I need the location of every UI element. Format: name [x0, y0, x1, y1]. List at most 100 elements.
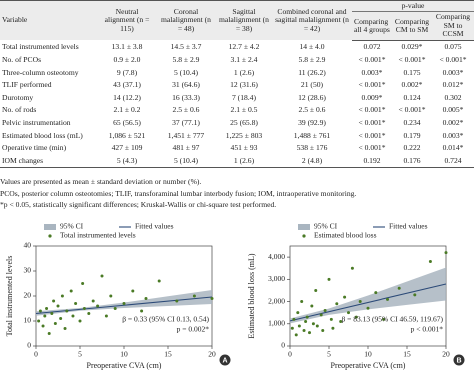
- table-cell: 2.5 ± 0.6: [172, 105, 200, 115]
- data-point: [87, 312, 91, 315]
- y-tick-label: 0: [27, 341, 31, 350]
- data-point: [52, 299, 56, 303]
- data-point: [109, 294, 113, 298]
- table-cell: 7 (18.4): [231, 92, 257, 102]
- table-cell: 0.175: [403, 67, 421, 77]
- row-label: No. of PCOs: [2, 55, 42, 65]
- data-point: [144, 297, 148, 300]
- table-row: TLIF performed 43 (37.1) 31 (64.6) 12 (31.6…: [0, 78, 474, 91]
- table-cell: 0.012*: [442, 80, 464, 90]
- table-cell: < 0.001*: [358, 55, 386, 65]
- y-tick-label: 4,000: [268, 252, 285, 261]
- row-label: IOM changes: [0, 153, 98, 168]
- y-tick-label: 20: [24, 291, 32, 300]
- legend-swatch: [48, 234, 52, 238]
- legend-label: Fitted values: [389, 222, 428, 231]
- data-point: [104, 314, 108, 318]
- table-cell: < 0.001*: [358, 143, 386, 153]
- table-cell: 3.1 ± 2.4: [230, 55, 258, 65]
- table-cell: 65 (56.5): [113, 117, 141, 127]
- note: PCOs, posterior column osteotomies; TLIF…: [0, 188, 357, 198]
- column-header: Coronal malalignment (n = 48): [156, 0, 216, 41]
- legend-swatch: [302, 234, 306, 238]
- y-tick-label: 10: [24, 316, 32, 325]
- table-cell: 2.1 ± 0.2: [113, 105, 141, 115]
- column-header: Variable: [0, 0, 98, 41]
- table-cell: 451 ± 93: [230, 143, 258, 153]
- data-point: [56, 304, 60, 308]
- table-cell: 2.1 ± 0.5: [230, 105, 258, 115]
- note: *p < 0.05, statistically significant dif…: [0, 200, 277, 209]
- data-point: [335, 302, 339, 306]
- data-point: [300, 300, 304, 304]
- data-point: [304, 320, 308, 324]
- table-cell: 5.8 ± 2.9: [172, 55, 200, 65]
- y-axis-label: Total instrumented levels: [5, 256, 14, 337]
- data-point: [113, 307, 117, 310]
- table-cell: 0.029*: [401, 42, 423, 52]
- data-point: [96, 304, 100, 308]
- table-cell: 0.075: [444, 42, 462, 52]
- table-cell: 538 ± 176: [296, 143, 328, 153]
- table-cell: < 0.001*: [398, 55, 426, 65]
- table-cell: 0.003*: [442, 67, 464, 77]
- data-point: [354, 315, 358, 319]
- data-point: [74, 302, 78, 305]
- data-point: [331, 326, 335, 330]
- table-row: Estimated blood loss (mL) 1,086 ± 521 1,45…: [0, 129, 474, 142]
- data-point: [71, 314, 75, 318]
- data-point: [314, 288, 318, 292]
- x-tick-label: 0: [34, 350, 38, 359]
- data-point: [310, 304, 314, 308]
- table-cell: 1,086 ± 521: [108, 130, 146, 140]
- data-point: [122, 302, 126, 305]
- table-cell: 12 (31.6): [230, 80, 258, 90]
- table-cell: 9 (7.8): [116, 67, 138, 77]
- data-point: [311, 322, 315, 326]
- data-point: [323, 308, 327, 312]
- table-cell: 0.176: [392, 153, 432, 168]
- x-tick-label: 0: [288, 350, 292, 359]
- data-point: [100, 274, 104, 278]
- x-tick-label: 20: [442, 350, 450, 359]
- data-point: [210, 297, 214, 300]
- table-cell: 2.5 ± 0.6: [298, 105, 326, 115]
- table-cell: 39 (92.9): [298, 117, 326, 127]
- table-cell: 481 ± 97: [172, 143, 200, 153]
- table-row: Pelvic instrumentation 65 (56.5) 37 (77.1)…: [0, 116, 474, 129]
- data-point: [413, 293, 417, 297]
- table-cell: 0.003*: [361, 67, 383, 77]
- table-cell: 5 (10.4): [173, 67, 199, 77]
- table-cell: 0.014*: [442, 143, 464, 153]
- table-cell: 43 (37.1): [113, 80, 141, 90]
- table-cell: 0.179: [403, 130, 421, 140]
- y-tick-label: 30: [24, 266, 32, 275]
- table-cell: 16 (33.3): [172, 92, 200, 102]
- annotation: β = 0.33 (95% CI 0.13, 0.54): [122, 315, 209, 324]
- table-cell: 0.9 ± 2.0: [113, 55, 141, 65]
- row-label: Total instrumented levels: [2, 42, 79, 52]
- row-label: Pelvic instrumentation: [2, 117, 71, 127]
- table-cell: 2 (4.8): [272, 153, 352, 168]
- table-row: IOM changes 5 (4.3) 5 (10.4) 1 (2.6) 2 (4.8)…: [0, 153, 474, 168]
- table-row: Total instrumented levels 13.1 ± 3.8 14.5 …: [0, 40, 474, 53]
- table-cell: < 0.001*: [358, 105, 386, 115]
- data-point: [347, 311, 350, 315]
- data-point: [350, 266, 354, 270]
- panel-label: B: [456, 357, 461, 364]
- table-cell: 21 (50): [300, 80, 324, 90]
- y-tick-label: 1,000: [268, 318, 285, 327]
- table-notes: Values are presented as mean ± standard …: [0, 176, 474, 211]
- data-point: [82, 307, 86, 310]
- data-point: [37, 319, 41, 323]
- table-cell: 0.192: [352, 153, 392, 168]
- note: Values are presented as mean ± standard …: [0, 177, 202, 186]
- data-point: [292, 317, 296, 321]
- y-tick-label: 0: [281, 341, 285, 350]
- data-point: [296, 311, 300, 315]
- data-point: [38, 309, 42, 313]
- data-point: [41, 324, 45, 328]
- row-label: Three-column osteotomy: [2, 67, 79, 77]
- annotation: p = 0.002*: [177, 325, 210, 334]
